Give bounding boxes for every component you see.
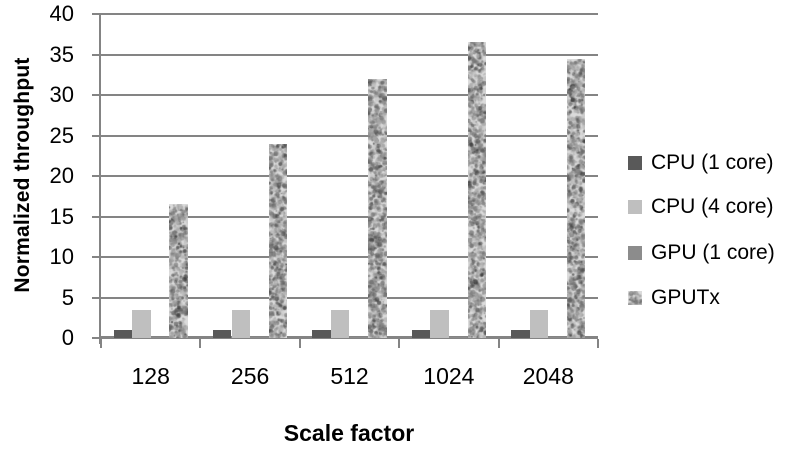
bar-gpu-1-core--128 [151,337,170,338]
bar-cpu-4-core--2048 [530,310,549,338]
bar-cpu-1-core--128 [114,330,133,338]
x-tick-label-512: 512 [300,363,400,390]
gridline-25 [101,135,598,137]
y-tick-15 [92,216,101,218]
x-tick-label-256: 256 [200,363,300,390]
y-tick-label-15: 15 [12,204,74,230]
y-tick-label-5: 5 [12,285,74,311]
gridline-30 [101,94,598,96]
x-tick-label-2048: 2048 [498,363,598,390]
bar-gputx-1024 [468,42,487,338]
y-tick-40 [92,13,101,15]
bar-cpu-1-core--512 [312,330,331,338]
legend-label: CPU (4 core) [651,195,774,219]
x-tick-0 [100,339,102,348]
legend-swatch-icon [628,200,642,214]
bar-gputx-2048 [567,59,586,338]
y-tick-35 [92,54,101,56]
legend-item-gputx: GPUTx [628,287,720,309]
legend-item-gpu-1-core-: GPU (1 core) [628,242,775,264]
y-tick-10 [92,256,101,258]
bar-cpu-4-core--1024 [430,310,449,338]
x-tick-label-128: 128 [101,363,201,390]
legend-swatch-icon [628,156,642,170]
y-tick-label-40: 40 [12,1,74,27]
x-tick-2 [299,339,301,348]
gridline-20 [101,175,598,177]
bar-chart: Normalized throughput 0 5 10 15 20 25 30 35 40 1… [0,0,800,450]
x-axis-title: Scale factor [199,420,499,447]
bar-gpu-1-core--2048 [548,337,567,338]
legend-swatch-icon [628,246,642,260]
gridline-35 [101,54,598,56]
legend-item-cpu-1-core-: CPU (1 core) [628,152,774,174]
y-tick-25 [92,135,101,137]
y-tick-label-30: 30 [12,82,74,108]
bar-cpu-4-core--256 [232,310,251,338]
y-tick-5 [92,297,101,299]
y-tick-label-35: 35 [12,42,74,68]
bar-gputx-128 [169,204,188,338]
bar-cpu-4-core--128 [132,310,151,338]
y-tick-label-10: 10 [12,244,74,270]
bar-gpu-1-core--512 [350,337,369,338]
legend-item-cpu-4-core-: CPU (4 core) [628,196,774,218]
legend-label: GPUTx [651,286,720,310]
bar-cpu-1-core--2048 [511,330,530,338]
bar-gputx-256 [269,144,288,338]
x-tick-5 [597,339,599,348]
plot-area [101,14,598,338]
legend-label: GPU (1 core) [651,241,775,265]
y-tick-20 [92,175,101,177]
y-tick-30 [92,94,101,96]
bar-cpu-1-core--256 [213,330,232,338]
legend-label: CPU (1 core) [651,151,774,175]
bar-gpu-1-core--256 [250,337,269,338]
legend-swatch-icon [628,291,642,305]
gridline-40 [101,13,598,15]
x-tick-label-1024: 1024 [399,363,499,390]
bar-gpu-1-core--1024 [449,337,468,338]
x-tick-3 [398,339,400,348]
y-tick-label-25: 25 [12,123,74,149]
bar-cpu-4-core--512 [331,310,350,338]
bar-cpu-1-core--1024 [412,330,431,338]
bar-gputx-512 [368,79,387,338]
y-tick-label-0: 0 [12,325,74,351]
y-tick-label-20: 20 [12,163,74,189]
x-tick-1 [199,339,201,348]
x-tick-4 [498,339,500,348]
